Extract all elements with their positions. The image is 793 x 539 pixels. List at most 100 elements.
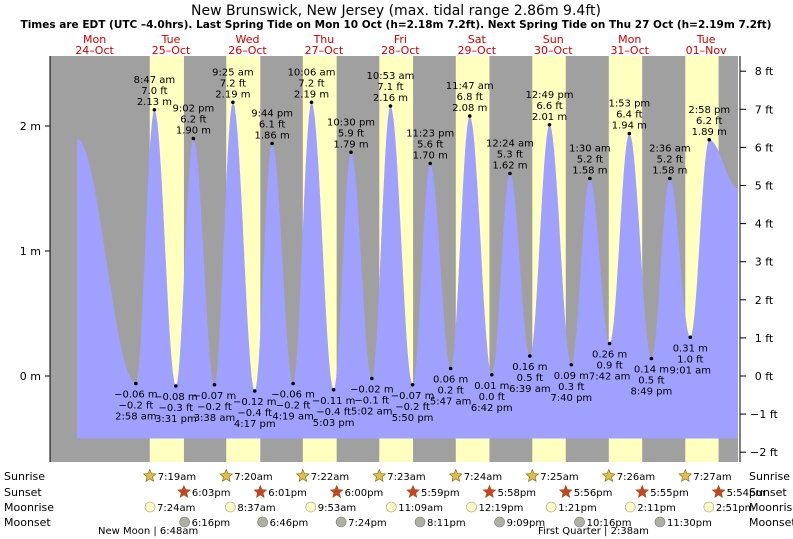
date-label: 31–Oct	[610, 44, 649, 57]
low-tide-time-label: 8:49 pm	[631, 387, 673, 398]
low-tide-ft-label: −0.2 ft	[119, 401, 154, 412]
moonrise-icon	[225, 501, 236, 513]
sunrise-star-icon	[601, 468, 616, 482]
tide-extreme-marker	[489, 372, 494, 377]
high-tide-time-label: 10:06 am	[288, 67, 336, 78]
low-tide-m-label: 0.14 m	[634, 365, 669, 376]
low-tide-m-label: −0.08 m	[154, 392, 198, 403]
high-tide-time-label: 1:53 pm	[608, 99, 650, 110]
date-label: 26–Oct	[228, 44, 267, 57]
low-tide-m-label: −0.07 m	[391, 391, 435, 402]
tide-extreme-marker	[231, 100, 235, 105]
sunrise-time: 7:24am	[464, 472, 502, 483]
sunset-star-icon	[711, 484, 726, 498]
low-tide-time-label: 9:01 am	[670, 365, 712, 376]
moonrise-icon	[305, 501, 317, 513]
high-tide-m-label: 2.08 m	[452, 103, 487, 114]
high-tide-time-label: 9:44 pm	[251, 109, 293, 120]
moonrise-icon	[144, 501, 156, 513]
high-tide-m-label: 2.19 m	[294, 89, 329, 100]
right-tick-label: −1 ft	[750, 408, 778, 421]
sunset-star-icon	[253, 484, 268, 498]
moonset-time: 6:46pm	[270, 518, 309, 529]
moonrise-time: 11:09am	[398, 503, 443, 514]
high-tide-time-label: 9:02 pm	[173, 104, 215, 115]
moonrise-time: 12:19pm	[478, 503, 523, 514]
astro-row-label-left: Sunrise	[4, 470, 45, 483]
sunset-time: 6:00pm	[345, 488, 384, 499]
moonrise-time: 2:11pm	[637, 503, 676, 514]
high-tide-m-label: 1.58 m	[572, 166, 607, 177]
sunset-time: 5:56pm	[574, 488, 613, 499]
tide-extreme-labels: −0.06 m−0.2 ft2:58 am8:47 am7.0 ft2.13 m…	[114, 67, 730, 430]
high-tide-time-label: 1:30 am	[569, 144, 611, 155]
moonrise-time: 7:24am	[157, 503, 195, 514]
astro-row-label-left: Sunset	[4, 486, 42, 499]
low-tide-m-label: 0.26 m	[592, 350, 627, 361]
moonset-time: 7:24pm	[348, 518, 387, 529]
low-tide-time-label: 5:02 am	[351, 407, 393, 418]
sunrise-time: 7:25am	[540, 472, 578, 483]
low-tide-time-label: 7:42 am	[589, 372, 631, 383]
sunrise-time: 7:22am	[311, 472, 349, 483]
tide-curve	[77, 102, 739, 439]
low-tide-m-label: 0.01 m	[474, 381, 509, 392]
high-tide-ft-label: 6.1 ft	[259, 120, 285, 131]
low-tide-m-label: 0.09 m	[554, 371, 589, 382]
day-of-week-label: Mon	[83, 33, 106, 46]
low-tide-time-label: 3:31 pm	[155, 414, 197, 425]
tide-extreme-marker	[508, 171, 512, 176]
sunset-star-icon	[406, 484, 420, 498]
sunrise-time: 7:23am	[387, 472, 425, 483]
low-tide-m-label: 0.31 m	[673, 343, 708, 354]
tide-extreme-marker	[588, 176, 592, 181]
sunrise-time: 7:19am	[158, 472, 196, 483]
left-tick-label: 1 m	[20, 245, 41, 258]
day-header-labels: Mon24–OctTue25–OctWed26–OctThu27–OctFri2…	[75, 33, 727, 57]
high-tide-ft-label: 6.6 ft	[536, 101, 562, 112]
high-tide-ft-label: 7.1 ft	[377, 82, 403, 93]
low-tide-m-label: −0.06 m	[271, 390, 315, 401]
high-tide-ft-label: 5.6 ft	[417, 140, 443, 151]
sunrise-star-icon	[295, 468, 310, 482]
date-label: 30–Oct	[534, 44, 573, 57]
right-tick-label: 7 ft	[755, 103, 774, 116]
sunrise-star-icon	[678, 468, 693, 482]
low-tide-time-label: 5:03 pm	[313, 418, 355, 429]
low-tide-ft-label: 0.5 ft	[517, 373, 543, 384]
low-tide-time-label: 6:42 pm	[471, 403, 513, 414]
low-tide-m-label: −0.02 m	[350, 385, 394, 396]
low-tide-m-label: −0.06 m	[114, 390, 158, 401]
low-tide-m-label: −0.12 m	[233, 397, 277, 408]
moonset-time: 9:09pm	[507, 518, 546, 529]
moonset-time: 10:16pm	[587, 518, 632, 529]
date-label: 27–Oct	[305, 44, 344, 57]
tide-extreme-marker	[569, 362, 574, 367]
moonset-icon	[414, 516, 426, 528]
tide-extreme-marker	[668, 176, 672, 181]
low-tide-ft-label: −0.4 ft	[237, 408, 272, 419]
high-tide-m-label: 2.01 m	[532, 112, 567, 123]
tide-extreme-marker	[467, 114, 472, 118]
sunset-time: 5:54pm	[727, 488, 766, 499]
high-tide-m-label: 1.58 m	[652, 166, 687, 177]
tide-extreme-marker	[607, 341, 612, 346]
low-tide-ft-label: −0.3 ft	[159, 403, 194, 414]
high-tide-time-label: 12:24 am	[486, 139, 534, 150]
moonrise-time: 1:21pm	[558, 503, 597, 514]
low-tide-m-label: 0.06 m	[433, 375, 468, 386]
high-tide-time-label: 9:25 am	[212, 67, 254, 78]
moonset-icon	[574, 516, 585, 528]
low-tide-ft-label: −0.2 ft	[395, 402, 430, 413]
sunrise-time: 7:27am	[693, 472, 731, 483]
date-label: 28–Oct	[381, 44, 420, 57]
tide-extreme-marker	[252, 389, 257, 393]
moonrise-icon	[703, 501, 715, 513]
day-of-week-label: Thu	[313, 33, 335, 46]
moon-phase-label: First Quarter | 2:38am	[538, 526, 649, 537]
low-tide-ft-label: −0.1 ft	[354, 396, 389, 407]
moonset-icon	[179, 516, 190, 528]
right-tick-label: 2 ft	[755, 294, 774, 307]
sunrise-star-icon	[372, 468, 387, 482]
date-label: 24–Oct	[75, 44, 114, 57]
